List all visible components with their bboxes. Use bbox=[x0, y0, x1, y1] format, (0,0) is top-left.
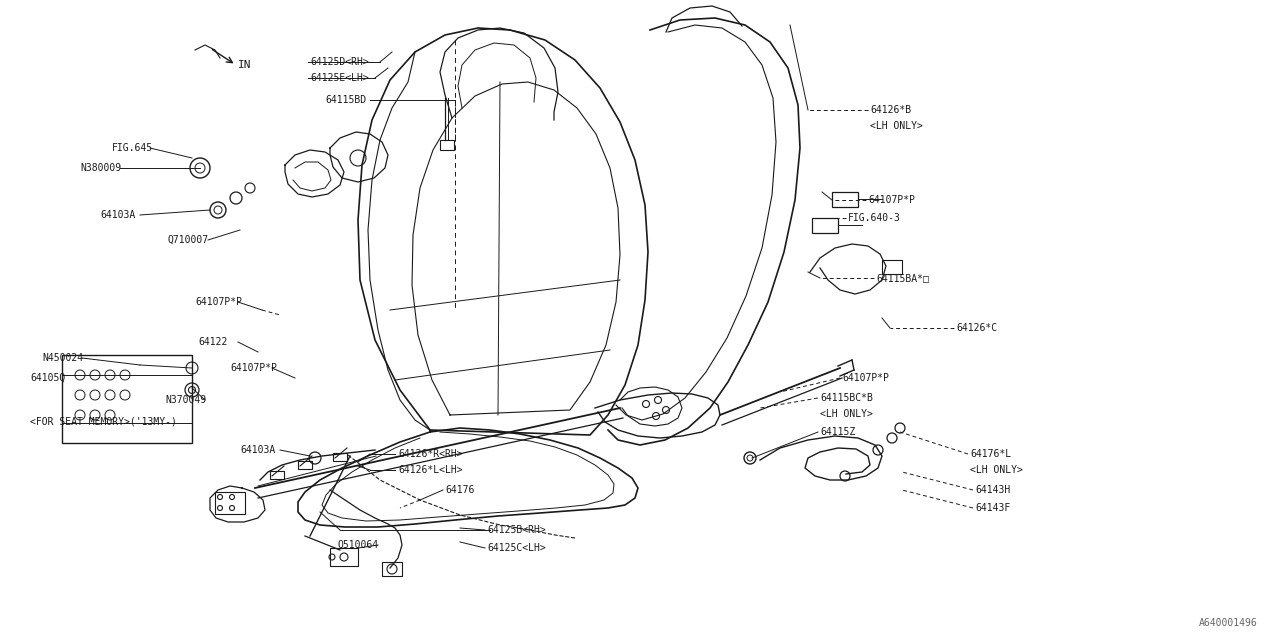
Text: 64107P*P: 64107P*P bbox=[868, 195, 915, 205]
Text: 64125E<LH>: 64125E<LH> bbox=[310, 73, 369, 83]
Bar bbox=[832, 192, 858, 207]
Text: 64176: 64176 bbox=[445, 485, 475, 495]
Text: 64143F: 64143F bbox=[975, 503, 1010, 513]
Text: 64103A: 64103A bbox=[100, 210, 136, 220]
Bar bbox=[298, 461, 312, 469]
Text: 64115BC*B: 64115BC*B bbox=[820, 393, 873, 403]
Text: 64107P*P: 64107P*P bbox=[230, 363, 276, 373]
Text: 64115BA*□: 64115BA*□ bbox=[876, 273, 929, 283]
Text: 64126*B: 64126*B bbox=[870, 105, 911, 115]
Bar bbox=[440, 140, 454, 150]
Text: 64115BD: 64115BD bbox=[325, 95, 366, 105]
Text: Q510064: Q510064 bbox=[338, 540, 379, 550]
Text: 64143H: 64143H bbox=[975, 485, 1010, 495]
Text: A640001496: A640001496 bbox=[1199, 618, 1258, 628]
Bar bbox=[381, 562, 402, 576]
Text: Q710007: Q710007 bbox=[168, 235, 209, 245]
Text: <LH ONLY>: <LH ONLY> bbox=[820, 409, 873, 419]
Bar bbox=[882, 260, 902, 274]
Bar bbox=[215, 492, 244, 514]
Text: FIG.640-3: FIG.640-3 bbox=[849, 213, 901, 223]
Bar bbox=[333, 453, 347, 461]
Text: 64122: 64122 bbox=[198, 337, 228, 347]
Text: 64176*L: 64176*L bbox=[970, 449, 1011, 459]
Text: FIG.645: FIG.645 bbox=[113, 143, 154, 153]
Text: 64107P*P: 64107P*P bbox=[195, 297, 242, 307]
Text: N380009: N380009 bbox=[79, 163, 122, 173]
Text: N450024: N450024 bbox=[42, 353, 83, 363]
Text: 64115Z: 64115Z bbox=[820, 427, 855, 437]
Text: <LH ONLY>: <LH ONLY> bbox=[870, 121, 923, 131]
Text: 64125D<RH>: 64125D<RH> bbox=[310, 57, 369, 67]
Text: 64126*C: 64126*C bbox=[956, 323, 997, 333]
Text: 64103A: 64103A bbox=[241, 445, 275, 455]
Bar bbox=[270, 471, 284, 479]
Text: N370049: N370049 bbox=[165, 395, 206, 405]
Text: 64107P*P: 64107P*P bbox=[842, 373, 890, 383]
Text: <LH ONLY>: <LH ONLY> bbox=[970, 465, 1023, 475]
Text: <FOR SEAT MEMORY>('13MY-): <FOR SEAT MEMORY>('13MY-) bbox=[29, 417, 177, 427]
Text: IN: IN bbox=[238, 60, 251, 70]
Text: 64126*L<LH>: 64126*L<LH> bbox=[398, 465, 462, 475]
Bar bbox=[812, 218, 838, 233]
Text: 64125C<LH>: 64125C<LH> bbox=[486, 543, 545, 553]
Bar bbox=[330, 548, 358, 566]
Text: 64125B<RH>: 64125B<RH> bbox=[486, 525, 545, 535]
Text: 64126*R<RH>: 64126*R<RH> bbox=[398, 449, 462, 459]
Text: 64105Q: 64105Q bbox=[29, 373, 65, 383]
Bar bbox=[61, 355, 192, 443]
